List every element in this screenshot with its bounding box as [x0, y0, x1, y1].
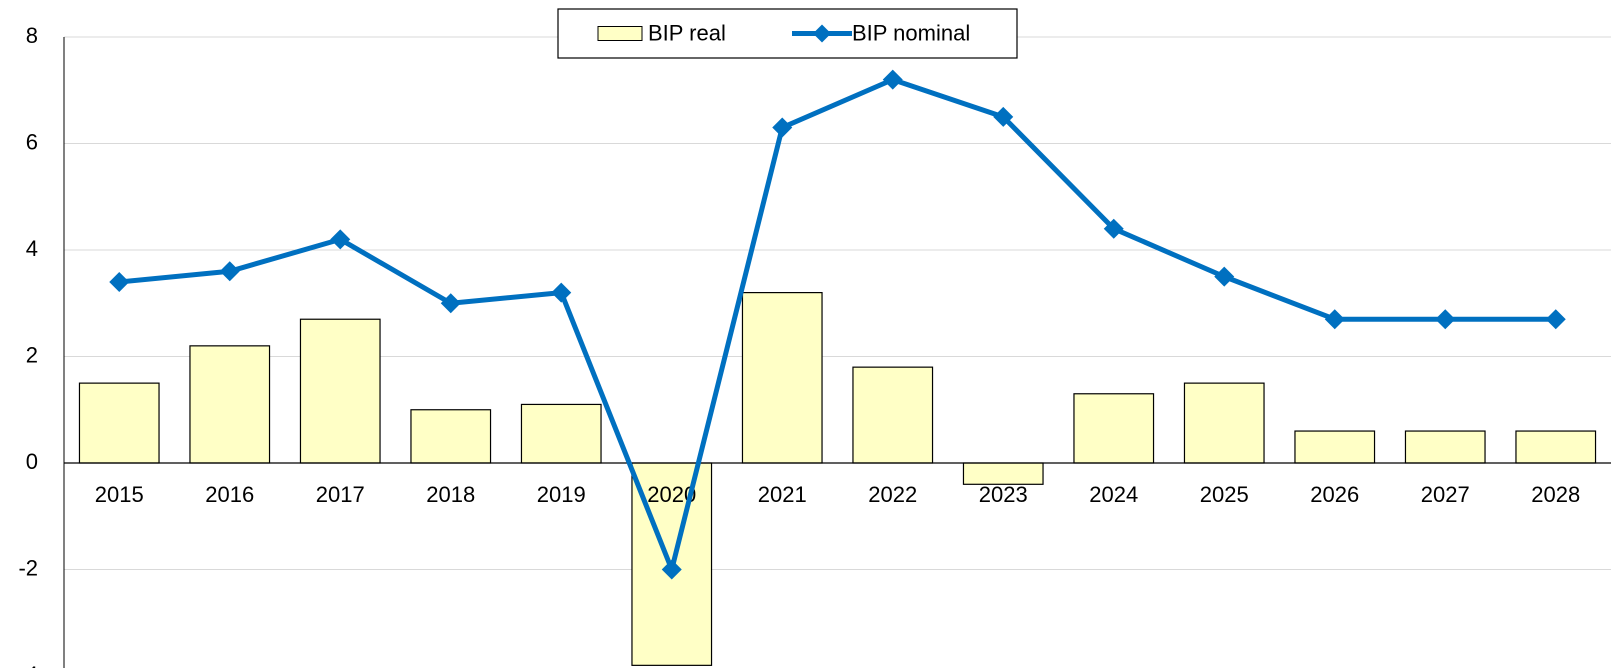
x-tick-label: 2026	[1310, 482, 1359, 507]
marker	[1435, 309, 1456, 330]
bar	[189, 345, 271, 464]
bar	[1183, 382, 1265, 464]
marker	[661, 559, 682, 580]
y-tick-label: 6	[26, 129, 38, 154]
marker	[1545, 309, 1566, 330]
bar	[1073, 393, 1155, 464]
x-tick-label: 2027	[1421, 482, 1470, 507]
bar	[1294, 430, 1376, 464]
legend-swatch	[597, 26, 643, 41]
x-tick-label: 2017	[316, 482, 365, 507]
y-tick-label: 0	[26, 449, 38, 474]
x-tick-label: 2024	[1089, 482, 1138, 507]
marker	[1324, 309, 1345, 330]
bar	[520, 403, 602, 464]
x-tick-label: 2018	[426, 482, 475, 507]
bar	[1515, 430, 1597, 464]
x-tick-label: 2022	[868, 482, 917, 507]
x-tick-label: 2019	[537, 482, 586, 507]
marker	[440, 293, 461, 314]
legend-label: BIP nominal	[852, 20, 970, 45]
legend-marker	[813, 24, 831, 43]
y-tick-label: 4	[26, 236, 38, 261]
marker	[551, 282, 572, 303]
x-tick-label: 2015	[95, 482, 144, 507]
x-tick-label: 2028	[1531, 482, 1580, 507]
y-tick-label: -4	[18, 662, 38, 668]
marker	[772, 117, 793, 138]
marker	[109, 271, 130, 292]
marker	[1103, 218, 1124, 239]
bar	[78, 382, 160, 464]
y-tick-label: 8	[26, 23, 38, 48]
bar	[1404, 430, 1486, 464]
legend-label: BIP real	[648, 20, 726, 45]
y-tick-label: -2	[18, 555, 38, 580]
marker	[219, 261, 240, 282]
x-tick-label: 2025	[1200, 482, 1249, 507]
marker	[882, 69, 903, 90]
line	[119, 77, 1556, 572]
y-tick-label: 2	[26, 342, 38, 367]
marker	[330, 229, 351, 250]
x-tick-label: 2016	[205, 482, 254, 507]
bar	[410, 409, 492, 464]
bar	[741, 292, 823, 464]
x-tick-label: 2023	[979, 482, 1028, 507]
marker	[1214, 266, 1235, 287]
legend: BIP real BIP nominal	[557, 8, 1018, 59]
bar	[299, 318, 381, 464]
bar	[852, 366, 934, 464]
marker	[993, 106, 1014, 127]
x-tick-label: 2021	[758, 482, 807, 507]
